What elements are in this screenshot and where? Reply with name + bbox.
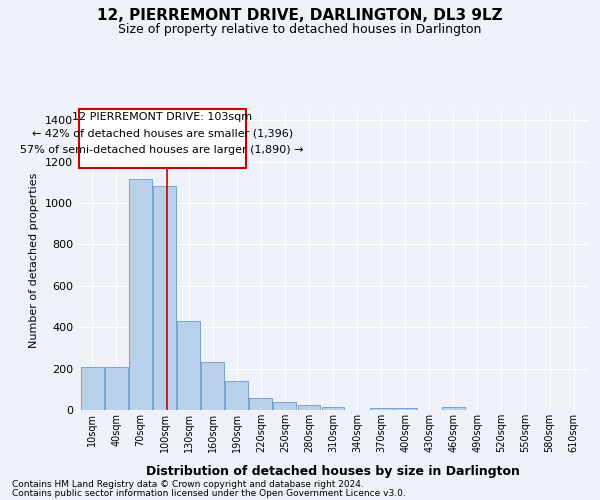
Bar	[298, 405, 320, 410]
Text: Contains HM Land Registry data © Crown copyright and database right 2024.: Contains HM Land Registry data © Crown c…	[12, 480, 364, 489]
Bar	[177, 321, 200, 410]
Text: ← 42% of detached houses are smaller (1,396): ← 42% of detached houses are smaller (1,…	[32, 129, 293, 139]
Text: Distribution of detached houses by size in Darlington: Distribution of detached houses by size …	[146, 464, 520, 477]
Bar	[250, 398, 272, 410]
Bar	[201, 362, 224, 410]
Bar	[442, 407, 465, 410]
Bar	[81, 366, 104, 410]
Text: 12 PIERREMONT DRIVE: 103sqm: 12 PIERREMONT DRIVE: 103sqm	[72, 112, 252, 122]
Bar	[322, 407, 344, 410]
Bar	[129, 180, 152, 410]
Bar	[226, 381, 248, 410]
Text: Contains public sector information licensed under the Open Government Licence v3: Contains public sector information licen…	[12, 489, 406, 498]
Text: 57% of semi-detached houses are larger (1,890) →: 57% of semi-detached houses are larger (…	[20, 145, 304, 155]
Bar	[153, 186, 176, 410]
Bar	[370, 408, 392, 410]
Y-axis label: Number of detached properties: Number of detached properties	[29, 172, 40, 348]
Bar	[394, 408, 416, 410]
Bar	[105, 366, 128, 410]
Text: 12, PIERREMONT DRIVE, DARLINGTON, DL3 9LZ: 12, PIERREMONT DRIVE, DARLINGTON, DL3 9L…	[97, 8, 503, 22]
Bar	[274, 402, 296, 410]
Text: Size of property relative to detached houses in Darlington: Size of property relative to detached ho…	[118, 22, 482, 36]
